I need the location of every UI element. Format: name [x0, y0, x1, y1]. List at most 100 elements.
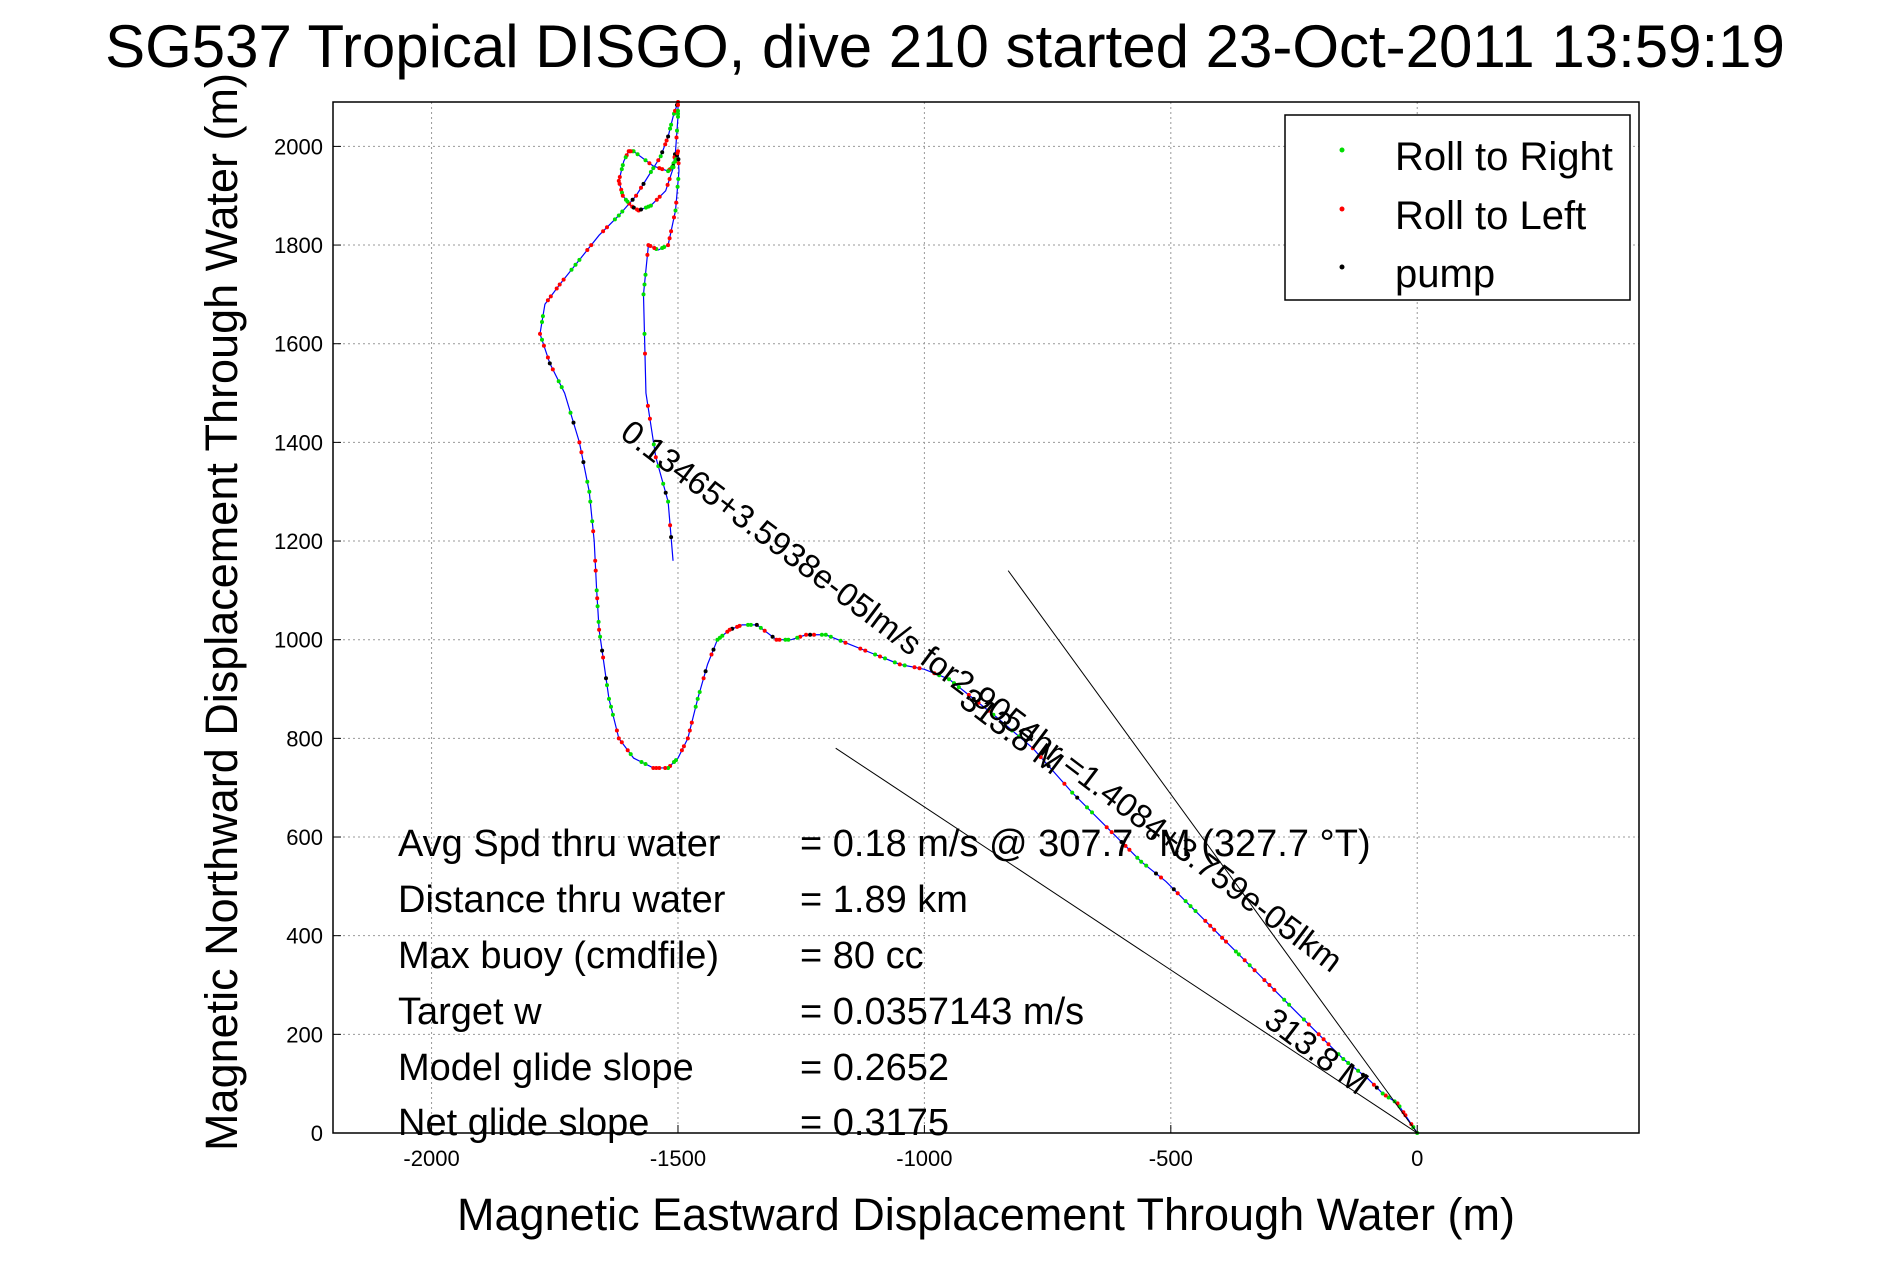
roll-marker	[937, 673, 942, 678]
roll-marker	[1171, 887, 1176, 892]
x-tick-label: -2000	[403, 1146, 459, 1171]
roll-marker	[639, 207, 643, 212]
roll-marker	[559, 385, 564, 390]
roll-marker	[616, 213, 621, 218]
roll-marker	[1127, 847, 1132, 852]
roll-marker	[652, 246, 657, 250]
roll-marker	[595, 604, 600, 609]
y-tick-label: 2000	[274, 134, 323, 159]
roll-marker	[1224, 939, 1228, 944]
roll-marker	[976, 700, 981, 705]
roll-marker	[1361, 1072, 1365, 1077]
roll-marker	[892, 660, 897, 665]
roll-marker	[612, 217, 617, 222]
roll-marker	[838, 638, 843, 643]
roll-marker	[648, 170, 653, 174]
roll-marker	[783, 637, 788, 642]
roll-marker	[579, 450, 584, 455]
roll-marker	[616, 178, 621, 183]
roll-marker	[620, 209, 625, 214]
y-tick-label: 0	[311, 1121, 323, 1146]
roll-marker	[647, 161, 652, 166]
roll-marker	[676, 103, 680, 107]
roll-marker	[645, 403, 650, 408]
roll-marker	[676, 111, 680, 116]
roll-marker	[1220, 935, 1225, 940]
roll-marker	[986, 708, 991, 713]
roll-marker	[1346, 1061, 1351, 1065]
roll-marker	[641, 181, 646, 186]
roll-marker	[657, 766, 662, 770]
roll-marker	[664, 138, 669, 143]
roll-marker	[1075, 795, 1080, 800]
roll-marker	[917, 666, 922, 671]
roll-marker	[1321, 1037, 1326, 1042]
legend-marker-roll-left	[1339, 206, 1345, 212]
y-axis-label: Magnetic Northward Displacement Through …	[196, 73, 247, 1151]
roll-marker	[804, 632, 809, 637]
x-tick-label: -1000	[896, 1146, 952, 1171]
roll-marker	[1212, 927, 1217, 932]
roll-marker	[643, 272, 648, 277]
roll-marker	[666, 243, 671, 248]
roll-marker	[1383, 1093, 1388, 1098]
roll-marker	[631, 205, 636, 210]
roll-marker	[547, 361, 552, 366]
roll-marker	[1267, 983, 1272, 987]
stat-label: Model glide slope	[398, 1047, 694, 1089]
reference-line	[835, 747, 1418, 1134]
roll-marker	[674, 200, 679, 205]
roll-marker	[1306, 1022, 1311, 1027]
roll-marker	[577, 257, 582, 262]
roll-marker	[1341, 1057, 1346, 1061]
roll-marker	[858, 646, 863, 651]
roll-marker	[639, 185, 643, 190]
roll-marker	[828, 634, 833, 639]
roll-marker	[1154, 871, 1158, 876]
roll-marker	[628, 752, 633, 757]
tick-labels: -2000 -1500 -1000 -500 0 0 200 400 600 800 1000 120…	[274, 134, 1423, 1171]
roll-marker	[1242, 958, 1247, 963]
roll-marker	[808, 632, 813, 637]
roll-marker	[545, 355, 550, 360]
roll-marker	[1139, 859, 1144, 864]
roll-marker	[673, 208, 678, 213]
roll-marker	[653, 455, 658, 460]
y-tick-label: 1600	[274, 332, 323, 357]
roll-marker	[1010, 728, 1015, 733]
stat-value: = 0.2652	[800, 1047, 949, 1089]
roll-marker	[673, 108, 677, 113]
roll-marker	[617, 175, 622, 179]
y-tick-label: 1800	[274, 233, 323, 258]
x-tick-label: 0	[1411, 1146, 1423, 1171]
roll-marker	[1386, 1095, 1391, 1100]
roll-marker	[605, 225, 609, 230]
roll-marker	[897, 662, 902, 667]
roll-marker	[1017, 734, 1021, 739]
roll-marker	[878, 654, 882, 659]
stat-label: Net glide slope	[398, 1102, 649, 1144]
roll-marker	[1175, 891, 1180, 896]
roll-marker	[695, 696, 700, 701]
legend-label-pump: pump	[1395, 252, 1495, 296]
legend-label-roll-left: Roll to Left	[1395, 194, 1586, 238]
roll-marker	[630, 197, 635, 202]
roll-marker	[668, 523, 673, 528]
roll-marker	[1252, 968, 1257, 973]
roll-marker	[676, 157, 681, 162]
stat-label: Distance thru water	[398, 879, 726, 921]
stats-block: Avg Spd thru water = 0.18 m/s @ 307.7 °M…	[398, 823, 1371, 1144]
roll-marker	[545, 298, 550, 303]
roll-marker	[661, 481, 666, 486]
y-tick-label: 1400	[274, 430, 323, 455]
roll-marker	[589, 243, 594, 248]
roll-marker	[1233, 949, 1238, 954]
roll-marker	[902, 663, 907, 668]
roll-marker	[667, 236, 672, 241]
roll-marker	[1356, 1068, 1361, 1073]
roll-marker	[709, 652, 714, 657]
roll-marker	[660, 246, 665, 250]
roll-marker	[657, 194, 662, 199]
roll-marker	[620, 193, 625, 198]
roll-marker	[651, 442, 656, 447]
